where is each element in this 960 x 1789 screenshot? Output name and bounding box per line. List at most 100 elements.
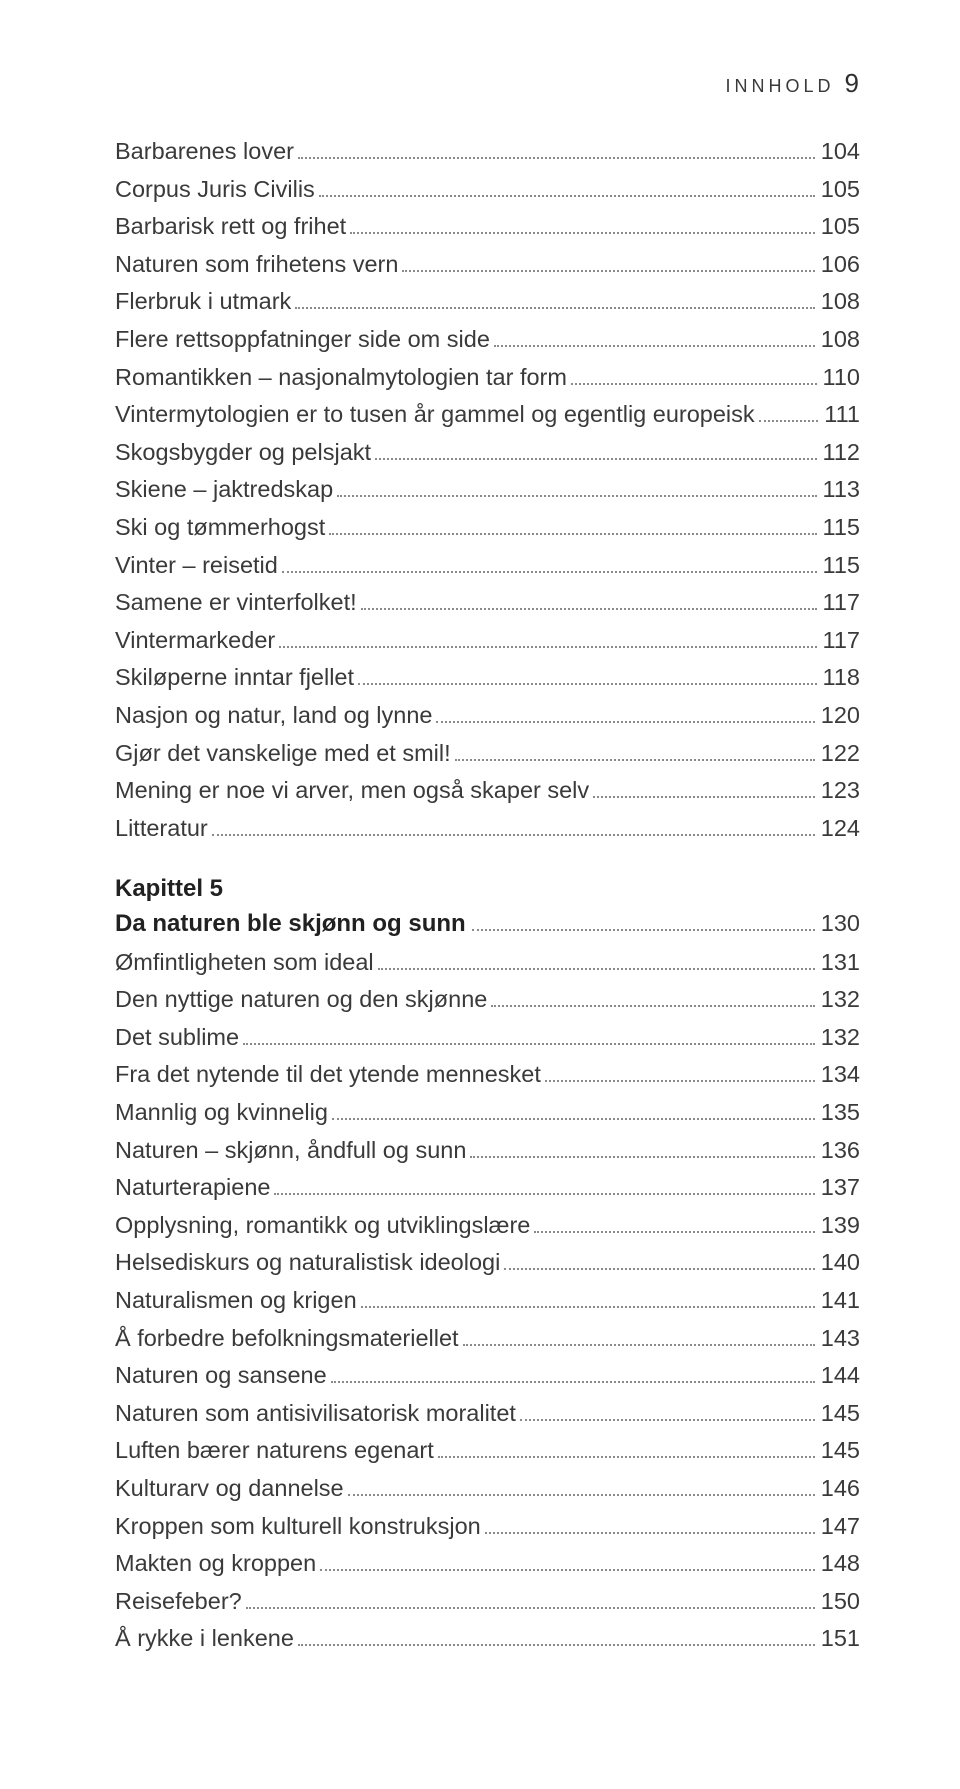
toc-entry: Skiene – jaktredskap113 bbox=[115, 478, 860, 502]
toc-entry: Samene er vinterfolket! 117 bbox=[115, 591, 860, 615]
toc-entry-title: Vinter – reisetid bbox=[115, 554, 278, 578]
chapter-title: Da naturen ble skjønn og sunn bbox=[115, 910, 466, 938]
running-head-page-number: 9 bbox=[845, 68, 860, 98]
toc-entry: Makten og kroppen 148 bbox=[115, 1552, 860, 1576]
toc-entry-page: 117 bbox=[823, 629, 860, 653]
dot-leader bbox=[332, 1105, 815, 1120]
dot-leader bbox=[593, 783, 815, 798]
toc-entry: Kroppen som kulturell konstruksjon 147 bbox=[115, 1515, 860, 1539]
toc-entry: Reisefeber?150 bbox=[115, 1590, 860, 1614]
dot-leader bbox=[438, 1443, 815, 1458]
running-head-label: INNHOLD bbox=[726, 76, 835, 96]
toc-entry-page: 115 bbox=[823, 554, 860, 578]
toc-entry-title: Kulturarv og dannelse bbox=[115, 1477, 344, 1501]
dot-leader bbox=[470, 1143, 814, 1158]
toc-entry: Barbarisk rett og frihet105 bbox=[115, 215, 860, 239]
toc-entry-page: 151 bbox=[821, 1627, 860, 1651]
toc-entry-title: Skogsbygder og pelsjakt bbox=[115, 441, 371, 465]
toc-entry-title: Nasjon og natur, land og lynne bbox=[115, 704, 432, 728]
toc-entry: Opplysning, romantikk og utviklingslære1… bbox=[115, 1214, 860, 1238]
dot-leader bbox=[329, 520, 816, 535]
toc-entry: Å rykke i lenkene 151 bbox=[115, 1627, 860, 1651]
toc-entry-title: Flere rettsoppfatninger side om side bbox=[115, 328, 490, 352]
toc-entry-title: Mening er noe vi arver, men også skaper … bbox=[115, 779, 589, 803]
toc-entry-page: 131 bbox=[821, 951, 860, 975]
toc-entry: Kulturarv og dannelse 146 bbox=[115, 1477, 860, 1501]
dot-leader bbox=[246, 1594, 815, 1609]
toc-entry-title: Barbarisk rett og frihet bbox=[115, 215, 346, 239]
toc-entry-page: 115 bbox=[823, 516, 860, 540]
dot-leader bbox=[455, 746, 815, 761]
toc-entry-title: Kroppen som kulturell konstruksjon bbox=[115, 1515, 481, 1539]
dot-leader bbox=[348, 1481, 815, 1496]
toc-entry: Vintermytologien er to tusen år gammel o… bbox=[115, 403, 860, 427]
toc-entry-title: Reisefeber? bbox=[115, 1590, 242, 1614]
dot-leader bbox=[298, 144, 815, 159]
toc-entry-page: 134 bbox=[821, 1063, 860, 1087]
toc-entry-title: Romantikken – nasjonalmytologien tar for… bbox=[115, 366, 567, 390]
toc-entry-page: 118 bbox=[823, 666, 860, 690]
dot-leader bbox=[212, 821, 815, 836]
dot-leader bbox=[319, 182, 815, 197]
dot-leader bbox=[504, 1256, 814, 1271]
toc-entry-title: Naturterapiene bbox=[115, 1176, 270, 1200]
toc-entry-title: Vintermarkeder bbox=[115, 629, 275, 653]
dot-leader bbox=[759, 407, 819, 422]
toc-entry-page: 145 bbox=[821, 1402, 860, 1426]
toc-entry: Den nyttige naturen og den skjønne 132 bbox=[115, 988, 860, 1012]
toc-entry-title: Opplysning, romantikk og utviklingslære bbox=[115, 1214, 530, 1238]
dot-leader bbox=[350, 219, 815, 234]
toc-entry: Litteratur124 bbox=[115, 817, 860, 841]
toc-entry-page: 108 bbox=[821, 328, 860, 352]
toc-entry-page: 117 bbox=[823, 591, 860, 615]
toc-entry-title: Naturen som frihetens vern bbox=[115, 253, 398, 277]
toc-entry-title: Makten og kroppen bbox=[115, 1552, 316, 1576]
toc-entry-page: 110 bbox=[823, 366, 860, 390]
toc-entry-title: Naturalismen og krigen bbox=[115, 1289, 357, 1313]
toc-entry-title: Samene er vinterfolket! bbox=[115, 591, 357, 615]
toc-entry-page: 104 bbox=[821, 140, 860, 164]
dot-leader bbox=[282, 558, 817, 573]
running-head: INNHOLD 9 bbox=[726, 68, 860, 99]
toc-entry-page: 148 bbox=[821, 1552, 860, 1576]
toc-entry-page: 146 bbox=[821, 1477, 860, 1501]
toc-entry: Naturen som frihetens vern106 bbox=[115, 253, 860, 277]
dot-leader bbox=[243, 1030, 815, 1045]
toc-entry-page: 112 bbox=[823, 441, 860, 465]
toc-entry-title: Ømfintligheten som ideal bbox=[115, 951, 374, 975]
dot-leader bbox=[463, 1331, 815, 1346]
dot-leader bbox=[274, 1180, 814, 1195]
table-of-contents: Barbarenes lover104Corpus Juris Civilis1… bbox=[115, 140, 860, 1651]
dot-leader bbox=[361, 595, 817, 610]
toc-entry-page: 136 bbox=[821, 1139, 860, 1163]
dot-leader bbox=[402, 257, 814, 272]
toc-entry-title: Luften bærer naturens egenart bbox=[115, 1439, 434, 1463]
toc-entry: Å forbedre befolkningsmateriellet143 bbox=[115, 1327, 860, 1351]
toc-entry-title: Den nyttige naturen og den skjønne bbox=[115, 988, 487, 1012]
toc-entry-page: 130 bbox=[821, 910, 860, 937]
toc-entry-title: Flerbruk i utmark bbox=[115, 290, 291, 314]
toc-entry-title: Vintermytologien er to tusen år gammel o… bbox=[115, 403, 755, 427]
dot-leader bbox=[436, 708, 814, 723]
toc-entry: Vinter – reisetid 115 bbox=[115, 554, 860, 578]
toc-entry-title: Å rykke i lenkene bbox=[115, 1627, 294, 1651]
chapter-title-line: Da naturen ble skjønn og sunn 130 bbox=[115, 910, 860, 938]
dot-leader bbox=[295, 294, 814, 309]
toc-entry-page: 132 bbox=[821, 988, 860, 1012]
toc-entry-title: Corpus Juris Civilis bbox=[115, 178, 315, 202]
toc-entry-title: Fra det nytende til det ytende mennesket bbox=[115, 1063, 541, 1087]
toc-entry: Naturen – skjønn, åndfull og sunn136 bbox=[115, 1139, 860, 1163]
toc-entry-page: 147 bbox=[821, 1515, 860, 1539]
dot-leader bbox=[571, 370, 817, 385]
toc-entry-title: Skiløperne inntar fjellet bbox=[115, 666, 354, 690]
dot-leader bbox=[378, 955, 815, 970]
toc-entry: Ski og tømmerhogst115 bbox=[115, 516, 860, 540]
dot-leader bbox=[494, 332, 815, 347]
toc-page: INNHOLD9 Barbarenes lover104Corpus Juris… bbox=[0, 0, 960, 1789]
toc-entry: Flerbruk i utmark108 bbox=[115, 290, 860, 314]
toc-entry-title: Naturen og sansene bbox=[115, 1364, 327, 1388]
toc-entry: Fra det nytende til det ytende mennesket… bbox=[115, 1063, 860, 1087]
toc-entry-page: 137 bbox=[821, 1176, 860, 1200]
toc-entry-page: 145 bbox=[821, 1439, 860, 1463]
toc-entry-title: Skiene – jaktredskap bbox=[115, 478, 333, 502]
